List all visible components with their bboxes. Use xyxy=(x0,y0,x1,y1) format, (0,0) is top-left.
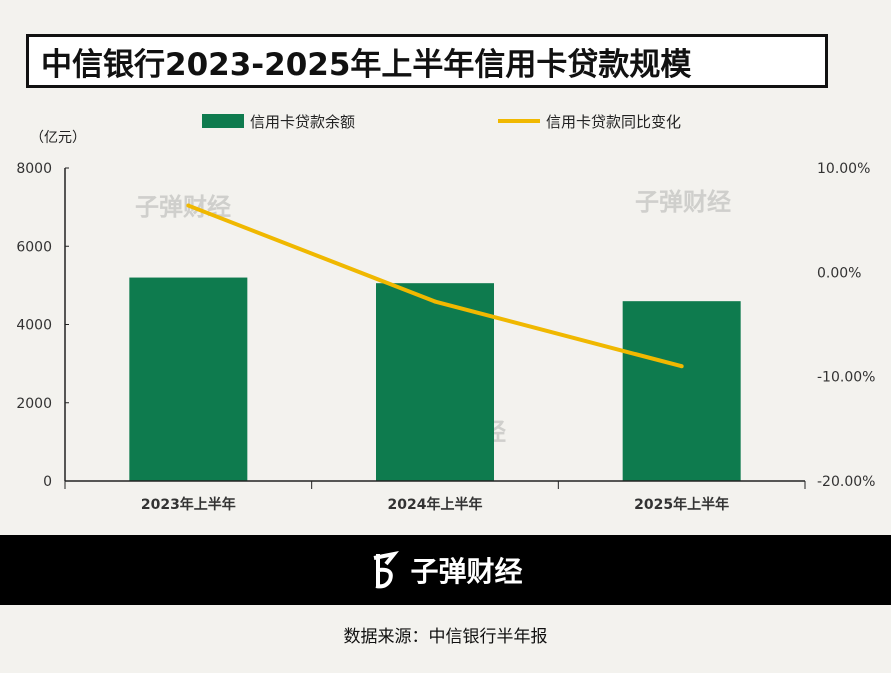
line-point-2025年上半年 xyxy=(679,364,684,369)
line-point-2023年上半年 xyxy=(186,203,191,208)
legend-bar-label: 信用卡贷款余额 xyxy=(250,113,355,131)
x-tick-label: 2025年上半年 xyxy=(634,496,729,513)
source-note: 数据来源：中信银行半年报 xyxy=(343,627,548,647)
bar-2024年上半年 xyxy=(376,283,494,481)
right-tick-label: 10.00% xyxy=(817,161,870,177)
x-tick-label: 2024年上半年 xyxy=(388,496,483,513)
left-tick-label: 6000 xyxy=(16,239,52,255)
right-tick-label: 0.00% xyxy=(817,265,861,281)
legend-line-label: 信用卡贷款同比变化 xyxy=(546,113,681,131)
brand-name: 子弹财经 xyxy=(410,555,523,588)
watermark: 子弹财经 xyxy=(635,188,731,216)
bar-2023年上半年 xyxy=(129,277,248,481)
left-tick-label: 8000 xyxy=(16,161,52,177)
brand-logo-icon xyxy=(374,550,400,589)
bar-2025年上半年 xyxy=(622,301,741,481)
line-point-2024年上半年 xyxy=(433,299,437,304)
right-tick-label: -10.00% xyxy=(817,370,875,386)
right-tick-label: -20.00% xyxy=(817,474,875,490)
left-tick-label: 2000 xyxy=(16,396,52,412)
left-tick-label: 0 xyxy=(43,474,52,490)
left-axis-unit: （亿元） xyxy=(30,130,86,146)
left-tick-label: 4000 xyxy=(16,318,52,334)
brand-banner: 子弹财经 xyxy=(0,535,891,605)
chart-title: 中信银行2023-2025年上半年信用卡贷款规模 xyxy=(26,34,828,88)
chart: 子弹财经子弹财经子弹财经信用卡贷款余额信用卡贷款同比变化（亿元）02000400… xyxy=(16,113,875,513)
x-tick-label: 2023年上半年 xyxy=(141,496,236,513)
legend-bar-swatch xyxy=(202,114,244,128)
